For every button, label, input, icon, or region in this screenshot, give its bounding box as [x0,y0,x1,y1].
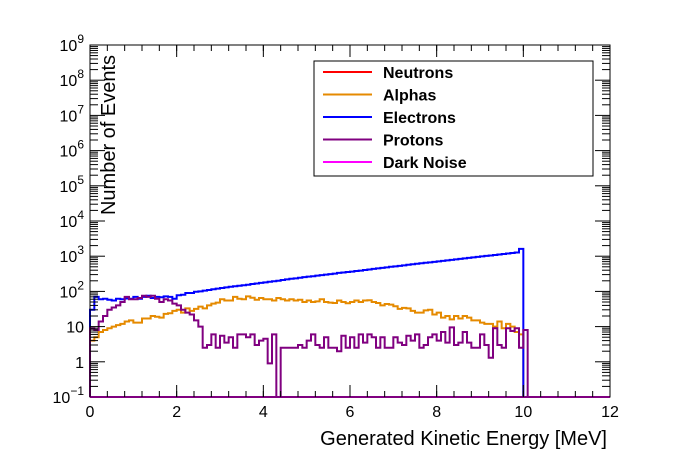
y-tick-label: 1 [75,355,84,372]
tick-layer: 0 2 4 6 8 10 12 10−1 1 10 102 103 104 105 106 107 108 109 [53,32,619,421]
x-tick-label: 8 [432,404,441,421]
legend-label: Alphas [383,88,436,105]
legend-label: Protons [383,133,444,150]
y-tick-label: 10 [66,320,84,337]
y-axis-title: Number of Events [98,55,120,215]
legend: Neutrons Alphas Electrons Protons Dark Noise [313,60,594,177]
y-tick-label: 106 [60,138,85,161]
y-tick-label: 107 [60,102,85,125]
y-tick-label: 109 [60,32,85,55]
legend-label: Neutrons [383,65,453,82]
y-tick-label: 103 [60,243,85,266]
series-electrons [89,247,525,397]
x-tick-label: 2 [172,404,181,421]
legend-label: Dark Noise [383,155,467,172]
y-tick-label: 102 [60,278,85,301]
y-tick-label: 108 [60,67,85,90]
x-tick-label: 0 [86,404,95,421]
y-tick-label: 104 [60,208,85,231]
y-tick-label: 10−1 [53,384,85,407]
x-tick-label: 10 [514,404,532,421]
series-alphas [89,295,525,397]
legend-label: Electrons [383,110,456,127]
x-tick-label: 6 [346,404,355,421]
x-tick-label: 4 [259,404,268,421]
y-tick-label: 105 [60,173,85,196]
legend-box [313,60,594,177]
series-protons [89,294,529,398]
x-axis-title: Generated Kinetic Energy [MeV] [320,428,607,450]
x-tick-label: 12 [601,404,619,421]
